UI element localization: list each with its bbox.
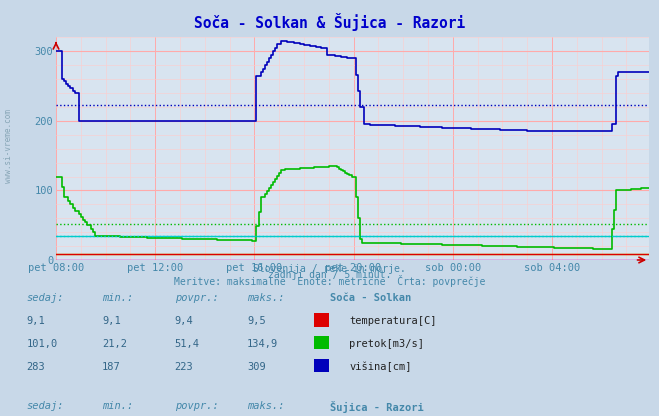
Text: 9,1: 9,1 (26, 316, 45, 326)
Text: Soča - Solkan: Soča - Solkan (330, 293, 411, 303)
Text: Šujica - Razori: Šujica - Razori (330, 401, 423, 414)
Text: temperatura[C]: temperatura[C] (349, 316, 437, 326)
Text: sedaj:: sedaj: (26, 293, 64, 303)
Text: maks.:: maks.: (247, 401, 285, 411)
Text: zadnji dan / 5 minut.: zadnji dan / 5 minut. (268, 270, 391, 280)
Text: min.:: min.: (102, 401, 133, 411)
Text: sedaj:: sedaj: (26, 401, 64, 411)
Text: 51,4: 51,4 (175, 339, 200, 349)
Text: 309: 309 (247, 362, 266, 372)
Text: Meritve: maksimalne  Enote: metrične  Črta: povprečje: Meritve: maksimalne Enote: metrične Črta… (174, 275, 485, 287)
Text: Slovenija / reke in morje.: Slovenija / reke in morje. (253, 264, 406, 274)
Text: višina[cm]: višina[cm] (349, 362, 412, 372)
Text: 187: 187 (102, 362, 121, 372)
Text: Soča - Solkan & Šujica - Razori: Soča - Solkan & Šujica - Razori (194, 13, 465, 31)
Text: 223: 223 (175, 362, 193, 372)
Text: 9,5: 9,5 (247, 316, 266, 326)
Text: povpr.:: povpr.: (175, 401, 218, 411)
Text: pretok[m3/s]: pretok[m3/s] (349, 339, 424, 349)
Text: 134,9: 134,9 (247, 339, 278, 349)
Text: maks.:: maks.: (247, 293, 285, 303)
Text: 101,0: 101,0 (26, 339, 57, 349)
Text: min.:: min.: (102, 293, 133, 303)
Text: www.si-vreme.com: www.si-vreme.com (4, 109, 13, 183)
Text: 9,1: 9,1 (102, 316, 121, 326)
Text: 9,4: 9,4 (175, 316, 193, 326)
Text: 283: 283 (26, 362, 45, 372)
Text: 21,2: 21,2 (102, 339, 127, 349)
Text: povpr.:: povpr.: (175, 293, 218, 303)
